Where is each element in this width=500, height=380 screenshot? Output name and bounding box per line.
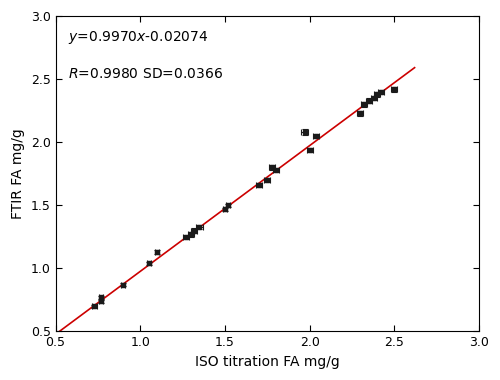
Y-axis label: FTIR FA mg/g: FTIR FA mg/g [11, 128, 25, 219]
X-axis label: ISO titration FA mg/g: ISO titration FA mg/g [195, 355, 340, 369]
Text: $R$=0.9980 SD=0.0366: $R$=0.9980 SD=0.0366 [68, 66, 223, 81]
Text: $y$=0.9970$x$-0.02074: $y$=0.9970$x$-0.02074 [68, 29, 208, 46]
